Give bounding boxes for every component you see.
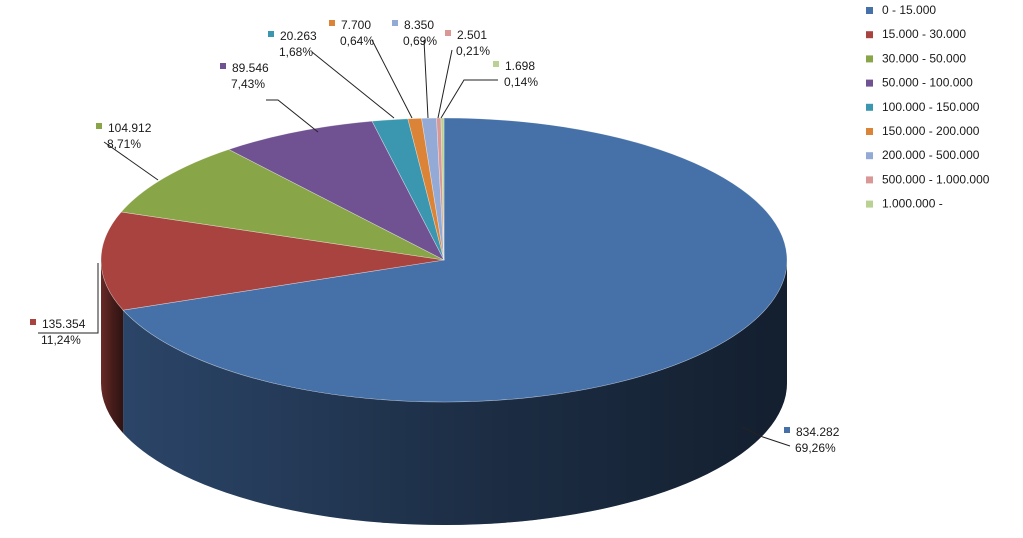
percent-label-1: 11,24%	[41, 333, 81, 347]
slice-3	[227, 120, 445, 261]
legend: 0 - 15.000 15.000 - 30.000 30.000 - 50.000…	[866, 3, 990, 211]
legend-label-8: 1.000.000 -	[882, 197, 943, 211]
percent-label-3: 7,43%	[231, 77, 265, 91]
value-label-3: 89.546	[232, 61, 269, 75]
value-label-6: 8.350	[404, 18, 434, 32]
slice-side-shade-1	[101, 260, 124, 434]
leader-lines-layer	[38, 39, 791, 447]
leader-line-0	[741, 426, 791, 447]
leader-line-6	[423, 39, 429, 119]
label-marker-5	[329, 20, 335, 26]
leader-line-4	[311, 51, 395, 119]
label-marker-6	[392, 20, 398, 26]
legend-swatch-3	[866, 79, 873, 87]
value-label-4: 20.263	[280, 29, 317, 43]
slice-8	[440, 117, 445, 261]
leader-line-7	[437, 49, 453, 119]
value-label-1: 135.354	[42, 317, 86, 331]
legend-label-3: 50.000 - 100.000	[882, 76, 973, 90]
legend-swatch-8	[866, 200, 873, 208]
slice-2	[120, 149, 445, 261]
leader-line-5	[371, 39, 413, 119]
label-marker-2	[96, 123, 102, 129]
label-marker-8	[493, 61, 499, 67]
legend-swatch-5	[866, 128, 873, 135]
leader-line-1	[38, 263, 99, 334]
label-marker-3	[220, 63, 226, 69]
slice-side-shade-0	[123, 260, 788, 526]
legend-label-6: 200.000 - 500.000	[882, 148, 980, 162]
pie-slices-layer	[100, 117, 788, 403]
legend-swatch-7	[866, 176, 873, 184]
percent-label-0: 69,26%	[795, 441, 836, 455]
percent-label-7: 0,21%	[456, 44, 490, 58]
percent-label-2: 8,71%	[107, 137, 141, 151]
value-label-2: 104.912	[108, 121, 152, 135]
legend-swatch-6	[866, 152, 873, 160]
legend-label-1: 15.000 - 30.000	[882, 27, 966, 41]
percent-label-6: 0,69%	[403, 34, 437, 48]
legend-label-5: 150.000 - 200.000	[882, 124, 980, 138]
legend-label-4: 100.000 - 150.000	[882, 100, 980, 114]
value-label-5: 7.700	[341, 18, 371, 32]
legend-swatch-1	[866, 31, 873, 39]
label-marker-7	[445, 30, 451, 36]
label-marker-0	[784, 427, 790, 433]
data-labels-layer: 834.282 69,26% 135.354 11,24% 104.912 8,71% 89…	[30, 18, 840, 455]
label-marker-4	[268, 31, 274, 37]
value-label-8: 1.698	[505, 59, 535, 73]
leader-line-8	[440, 79, 498, 119]
pie-depth-layer	[101, 260, 788, 526]
legend-swatch-4	[866, 103, 873, 111]
slice-0	[122, 117, 788, 403]
percent-label-5: 0,64%	[340, 34, 374, 48]
percent-label-8: 0,14%	[504, 75, 538, 89]
legend-swatch-0	[866, 7, 873, 14]
percent-label-4: 1,68%	[279, 45, 313, 59]
leader-line-2	[103, 141, 159, 181]
legend-swatch-2	[866, 55, 873, 63]
legend-label-0: 0 - 15.000	[882, 3, 936, 17]
legend-label-7: 500.000 - 1.000.000	[882, 172, 990, 186]
label-marker-1	[30, 319, 36, 325]
value-label-7: 2.501	[457, 28, 487, 42]
leader-line-3	[266, 99, 319, 133]
value-label-0: 834.282	[796, 425, 840, 439]
slice-1	[100, 211, 445, 311]
legend-label-2: 30.000 - 50.000	[882, 51, 966, 65]
